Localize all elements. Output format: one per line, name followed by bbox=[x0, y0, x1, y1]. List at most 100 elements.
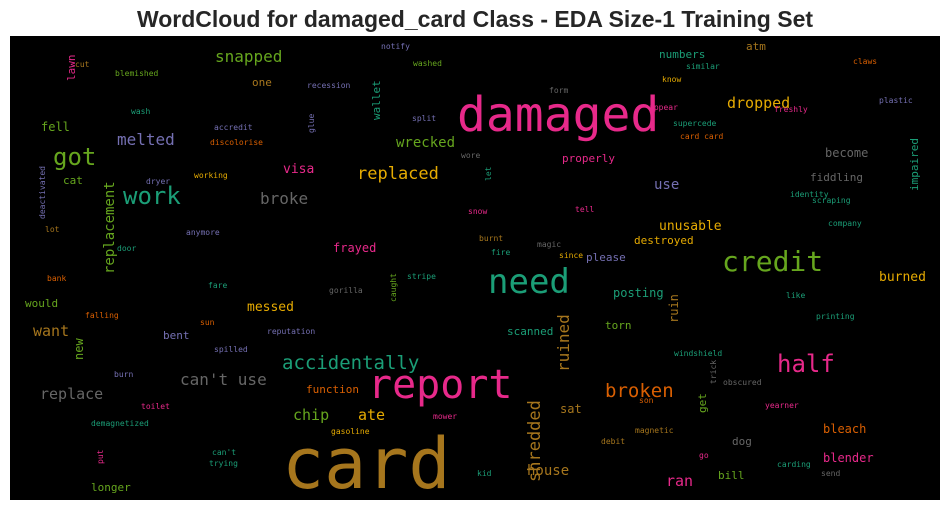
word-get: get bbox=[696, 393, 709, 413]
word-properly: properly bbox=[562, 152, 615, 165]
word-accidentally: accidentally bbox=[282, 352, 420, 374]
word-dropped: dropped bbox=[727, 94, 791, 112]
word-wore: wore bbox=[461, 151, 481, 160]
word-obscured: obscured bbox=[723, 378, 762, 387]
word-wallet: wallet bbox=[370, 80, 383, 120]
word-ate: ate bbox=[358, 406, 386, 424]
word-blemished: blemished bbox=[115, 69, 159, 78]
word-fire: fire bbox=[491, 248, 511, 257]
word-torn: torn bbox=[605, 319, 632, 332]
word-notify: notify bbox=[381, 42, 410, 51]
word-damaged: damaged bbox=[457, 87, 660, 143]
word-would: would bbox=[25, 297, 59, 310]
word-trying: trying bbox=[209, 459, 238, 468]
word-bent: bent bbox=[163, 329, 190, 342]
word-fare: fare bbox=[208, 281, 228, 290]
word-visa: visa bbox=[283, 162, 315, 177]
word-wrecked: wrecked bbox=[396, 135, 456, 151]
word-put: put bbox=[96, 449, 105, 464]
word-new: new bbox=[72, 338, 86, 360]
word-magic: magic bbox=[537, 240, 562, 249]
word-windshield: windshield bbox=[674, 349, 723, 358]
word-mower: mower bbox=[433, 412, 458, 421]
word-cat: cat bbox=[63, 174, 83, 187]
word-falling: falling bbox=[85, 311, 119, 320]
word-lot: lot bbox=[45, 225, 60, 234]
word-sat: sat bbox=[560, 402, 582, 416]
word-deactivated: deactivated bbox=[38, 166, 47, 219]
word-snow: snow bbox=[468, 207, 488, 216]
word-recession: recession bbox=[307, 81, 351, 90]
word-anymore: anymore bbox=[186, 228, 220, 237]
word-discolorise: discolorise bbox=[210, 138, 263, 147]
word-numbers: numbers bbox=[659, 48, 706, 61]
word-ran: ran bbox=[666, 472, 694, 490]
word-please: please bbox=[586, 251, 626, 264]
word-caught: caught bbox=[389, 273, 398, 302]
word-impaired: impaired bbox=[908, 138, 921, 191]
word-dryer: dryer bbox=[146, 177, 171, 186]
word-longer: longer bbox=[91, 481, 131, 494]
word-debit: debit bbox=[601, 437, 626, 446]
word-printing: printing bbox=[816, 312, 855, 321]
word-form: form bbox=[549, 86, 569, 95]
word-destroyed: destroyed bbox=[634, 234, 694, 247]
word-broke: broke bbox=[260, 189, 309, 208]
word-know: know bbox=[662, 75, 682, 84]
word-blender: blender bbox=[823, 451, 874, 465]
word-bleach: bleach bbox=[823, 422, 867, 436]
word-burnt: burnt bbox=[479, 234, 504, 243]
word-posting: posting bbox=[613, 286, 664, 300]
word-company: company bbox=[828, 219, 862, 228]
word-bill: bill bbox=[718, 469, 745, 482]
word-like: like bbox=[786, 291, 806, 300]
word-freshly: freshly bbox=[774, 105, 808, 114]
word-accredit: accredit bbox=[214, 123, 253, 132]
word-split: split bbox=[412, 114, 437, 123]
word-card: card bbox=[282, 423, 451, 500]
word-need: need bbox=[488, 262, 570, 302]
wordcloud-canvas: card damaged report need credit got half work ac… bbox=[10, 36, 940, 500]
word-wash: wash bbox=[131, 107, 151, 116]
word-cut: cut bbox=[75, 60, 90, 69]
word-burn: burn bbox=[114, 370, 134, 379]
word-become: become bbox=[825, 146, 869, 160]
word-frayed: frayed bbox=[333, 241, 377, 255]
word-demagnetized: demagnetized bbox=[91, 419, 149, 428]
word-card-card: card card bbox=[680, 132, 724, 141]
word-got: got bbox=[53, 143, 97, 171]
word-can-t-use: can't use bbox=[180, 370, 267, 389]
word-appear: appear bbox=[649, 103, 678, 112]
word-report: report bbox=[368, 362, 513, 408]
word-door: door bbox=[117, 244, 137, 253]
word-snapped: snapped bbox=[215, 47, 283, 66]
word-half: half bbox=[777, 350, 835, 378]
word-supercede: supercede bbox=[673, 119, 717, 128]
word-washed: washed bbox=[413, 59, 442, 68]
word-kid: kid bbox=[477, 469, 492, 478]
word-identity: identity bbox=[790, 190, 829, 199]
word-one: one bbox=[252, 76, 272, 89]
word-scanned: scanned bbox=[507, 325, 554, 338]
word-house: house bbox=[527, 463, 570, 479]
word-replace: replace bbox=[40, 385, 104, 403]
word-yearner: yearner bbox=[765, 401, 799, 410]
word-fiddling: fiddling bbox=[810, 171, 863, 184]
word-gasoline: gasoline bbox=[331, 427, 370, 436]
word-plastic: plastic bbox=[879, 96, 913, 105]
word-reputation: reputation bbox=[267, 327, 316, 336]
word-trick: trick bbox=[709, 359, 718, 384]
word-tell: tell bbox=[575, 205, 595, 214]
word-can-t: can't bbox=[212, 448, 237, 457]
word-similar: similar bbox=[686, 62, 720, 71]
chart-title: WordCloud for damaged_card Class - EDA S… bbox=[136, 6, 814, 32]
word-replacement: replacement bbox=[102, 181, 118, 274]
word-melted: melted bbox=[117, 130, 175, 149]
word-let: let bbox=[484, 166, 493, 181]
word-scraping: scraping bbox=[812, 196, 851, 205]
word-magnetic: magnetic bbox=[635, 426, 674, 435]
word-sun: sun bbox=[200, 318, 215, 327]
word-gorilla: gorilla bbox=[329, 286, 363, 295]
word-go: go bbox=[699, 451, 709, 460]
word-replaced: replaced bbox=[357, 164, 439, 184]
